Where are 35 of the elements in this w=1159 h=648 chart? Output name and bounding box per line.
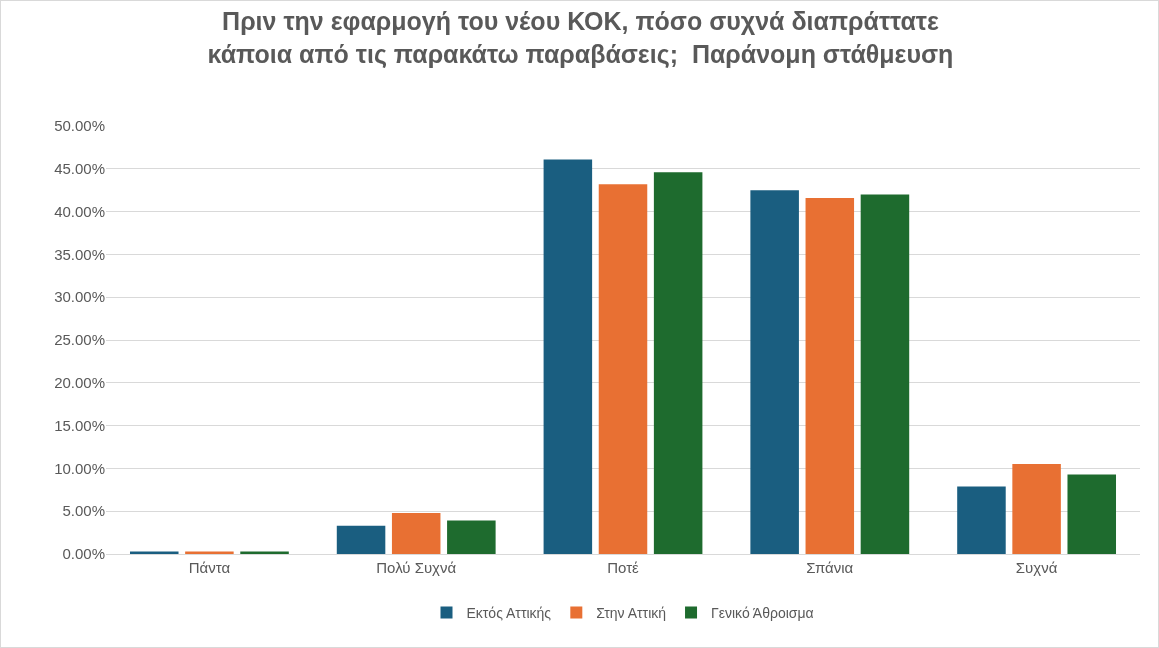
y-tick-label: 25.00% [54, 331, 105, 349]
bar [805, 197, 855, 554]
y-tick-label: 50.00% [54, 117, 105, 135]
x-tick-label: Πολύ Συχνά [376, 559, 457, 576]
y-tick-label: 10.00% [54, 459, 105, 477]
y-tick-label: 30.00% [54, 288, 105, 306]
y-tick-label: 35.00% [54, 245, 105, 263]
x-tick-label: Σπάνια [806, 559, 854, 576]
legend-label: Στην Αττική [596, 604, 667, 621]
bar [447, 520, 496, 554]
bar [598, 184, 648, 554]
bar [1067, 474, 1117, 554]
y-tick-label: 15.00% [54, 416, 105, 434]
bar [860, 194, 910, 554]
bar [240, 551, 289, 554]
bar [336, 525, 386, 554]
bar [1012, 464, 1061, 554]
x-tick-label: Πάντα [188, 559, 231, 576]
bar [750, 190, 799, 554]
y-tick-label: 20.00% [54, 374, 105, 392]
y-tick-label: 0.00% [62, 545, 105, 563]
y-tick-label: 45.00% [54, 160, 105, 178]
bar [129, 551, 179, 554]
bar [391, 512, 441, 554]
chart-title: Πριν την εφαρμογή του νέου ΚΟΚ, πόσο συχνά διαπράττατε κάποια από τις παρακάτω παραβάσεις; Παράνομη στάθμευση [207, 7, 954, 69]
bar [957, 486, 1006, 554]
bar [543, 159, 593, 554]
x-tick-label: Ποτέ [607, 559, 640, 576]
x-tick-label: Συχνά [1015, 559, 1058, 576]
bar [653, 172, 703, 554]
y-tick-label: 5.00% [62, 502, 105, 520]
legend-label: Γενικό Άθροισμα [711, 604, 814, 621]
legend-label: Εκτός Αττικής [466, 604, 552, 621]
bar [185, 551, 234, 554]
y-tick-label: 40.00% [54, 202, 105, 220]
